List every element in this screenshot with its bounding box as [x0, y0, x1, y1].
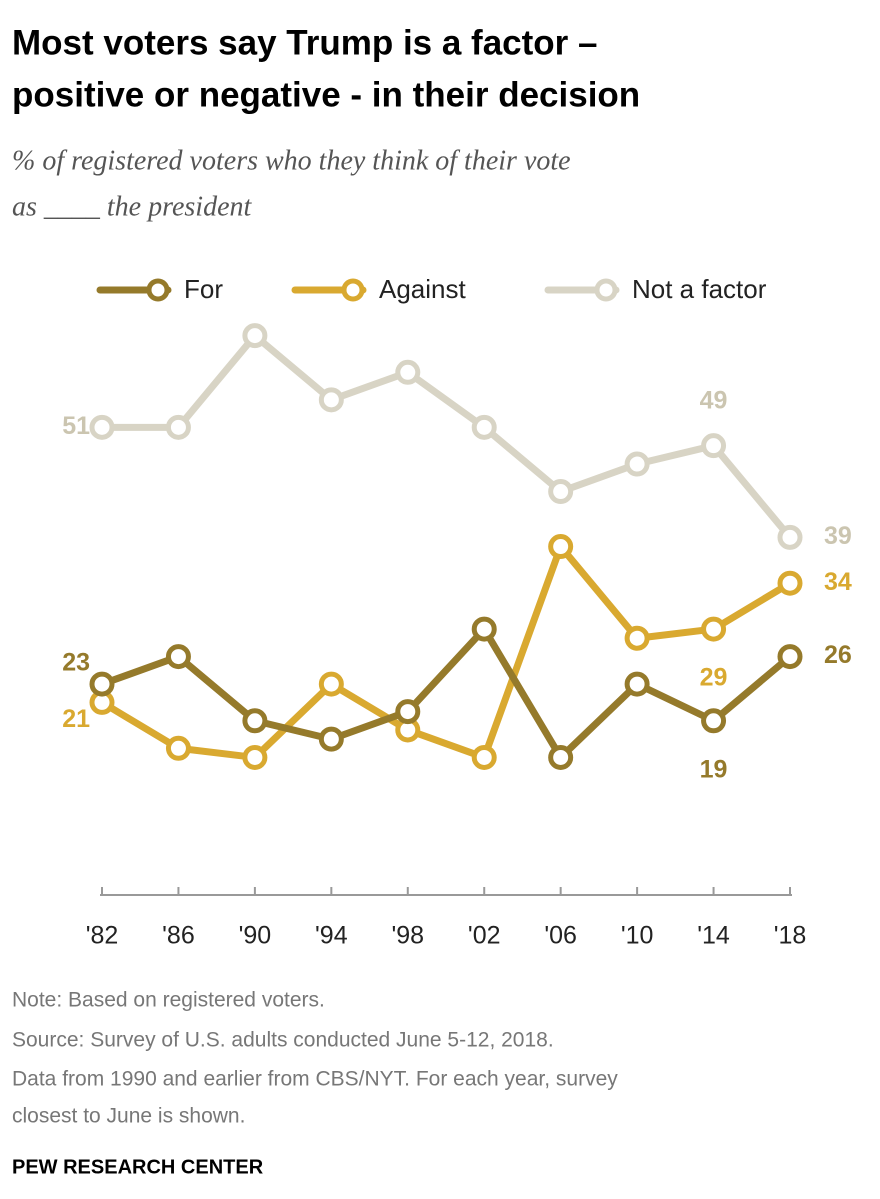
point [165, 414, 191, 440]
x-tick-label: '14 [697, 922, 730, 950]
data-label: 51 [62, 412, 90, 440]
point [548, 744, 574, 770]
chart-title: Most voters say Trump is a factor – [12, 23, 597, 62]
x-tick-label: '82 [86, 922, 119, 950]
legend-marker [594, 278, 618, 302]
chart-title: positive or negative - in their decision [12, 75, 640, 114]
point [701, 433, 727, 459]
point [701, 616, 727, 642]
note: Source: Survey of U.S. adults conducted … [12, 1029, 554, 1052]
data-label: 39 [824, 522, 852, 550]
note: Note: Based on registered voters. [12, 989, 325, 1012]
subtitle: % of registered voters who they think of… [12, 145, 571, 176]
subtitle: as ____ the president [12, 191, 252, 222]
data-label: 49 [700, 386, 728, 414]
point [318, 726, 344, 752]
x-tick-label: '02 [468, 922, 501, 950]
point [624, 671, 650, 697]
x-tick-label: '94 [315, 922, 348, 950]
data-label: 21 [62, 705, 90, 733]
point [89, 671, 115, 697]
series-line [100, 543, 792, 761]
note: closest to June is shown. [12, 1105, 245, 1128]
point [242, 708, 268, 734]
point [318, 387, 344, 413]
point [624, 625, 650, 651]
data-label: 26 [824, 641, 852, 669]
x-tick-label: '10 [621, 922, 654, 950]
data-label: 19 [700, 755, 728, 783]
legend-label: Not a factor [632, 274, 767, 304]
series-line [100, 625, 793, 761]
x-tick-label: '18 [774, 922, 807, 950]
legend-marker [146, 278, 170, 302]
point [395, 699, 421, 725]
x-tick-label: '86 [162, 922, 195, 950]
legend-label: For [184, 274, 223, 304]
note: Data from 1990 and earlier from CBS/NYT.… [12, 1068, 618, 1091]
legend-marker [341, 278, 365, 302]
point [242, 323, 268, 349]
point [165, 735, 191, 761]
point [548, 534, 574, 560]
data-label: 34 [824, 568, 852, 596]
x-tick-label: '98 [391, 922, 424, 950]
point [318, 671, 344, 697]
point [777, 570, 803, 596]
point [624, 451, 650, 477]
point [701, 708, 727, 734]
series-line [102, 332, 793, 540]
point [471, 414, 497, 440]
source: PEW RESEARCH CENTER [12, 1156, 264, 1178]
point [471, 616, 497, 642]
point [548, 479, 574, 505]
legend-label: Against [379, 274, 466, 304]
point [471, 744, 497, 770]
point [165, 644, 191, 670]
x-tick-label: '90 [239, 922, 272, 950]
point [777, 644, 803, 670]
x-tick-label: '06 [544, 922, 577, 950]
data-label: 29 [700, 664, 728, 692]
point [242, 744, 268, 770]
point [89, 414, 115, 440]
data-label: 23 [62, 649, 90, 677]
point [777, 524, 803, 550]
point [395, 359, 421, 385]
